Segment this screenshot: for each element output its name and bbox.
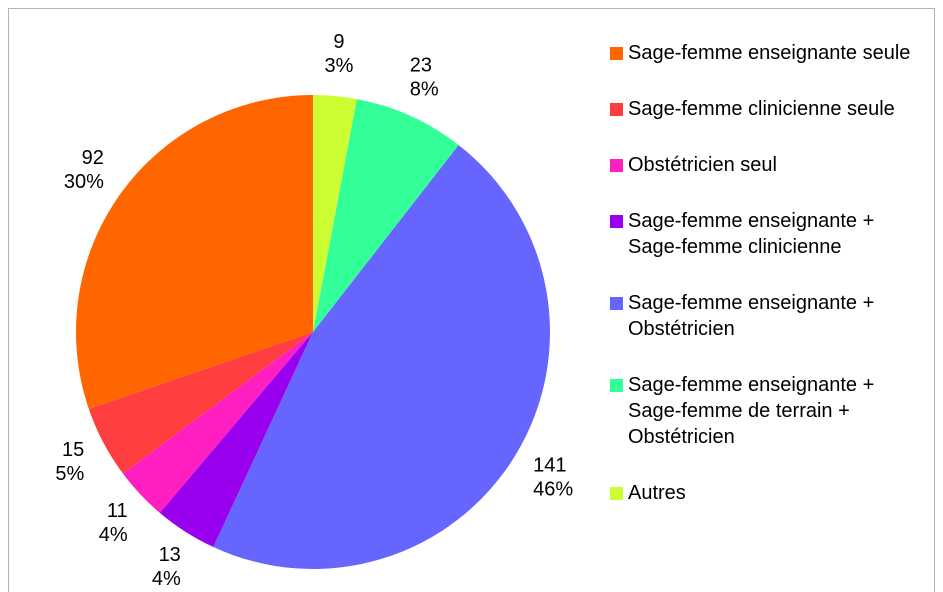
pie-slice xyxy=(213,144,550,569)
legend-swatch xyxy=(610,215,623,228)
legend-swatch xyxy=(610,103,623,116)
legend-label: Sage-femme enseignante + Sage-femme clin… xyxy=(628,210,875,258)
frame xyxy=(8,8,935,592)
data-label: 92 xyxy=(82,147,104,169)
data-label: 23 xyxy=(410,55,432,77)
pie-slice xyxy=(75,95,314,409)
legend-label: Sage-femme clinicienne seule xyxy=(628,98,895,120)
pie-slice xyxy=(88,332,314,474)
percent-label: 5% xyxy=(55,463,84,485)
pie-slice xyxy=(313,95,357,332)
legend-swatch xyxy=(610,297,623,310)
pie-slice xyxy=(123,332,314,513)
percent-label: 46% xyxy=(533,478,573,500)
percent-label: 4% xyxy=(99,524,128,546)
legend-label: Sage-femme enseignante seule xyxy=(628,42,911,64)
percent-label: 3% xyxy=(324,55,353,77)
data-label: 9 xyxy=(333,31,344,53)
legend-swatch xyxy=(610,159,623,172)
data-label: 13 xyxy=(159,544,181,566)
percent-label: 4% xyxy=(152,568,181,590)
data-label: 11 xyxy=(107,500,128,522)
legend-label: Autres xyxy=(628,482,686,504)
legend-swatch xyxy=(610,47,623,60)
data-label: 141 xyxy=(533,454,566,476)
legend-label: Obstétricien seul xyxy=(628,154,777,176)
percent-label: 8% xyxy=(410,79,439,101)
data-label: 15 xyxy=(62,439,84,461)
legend-swatch xyxy=(610,379,623,392)
percent-label: 30% xyxy=(64,171,104,193)
pie-slice xyxy=(313,99,459,332)
legend-label: Sage-femme enseignante + Obstétricien xyxy=(628,292,875,340)
legend-swatch xyxy=(610,487,623,500)
legend-label: Sage-femme enseignante + Sage-femme de t… xyxy=(628,374,875,448)
pie-slice xyxy=(159,332,313,548)
